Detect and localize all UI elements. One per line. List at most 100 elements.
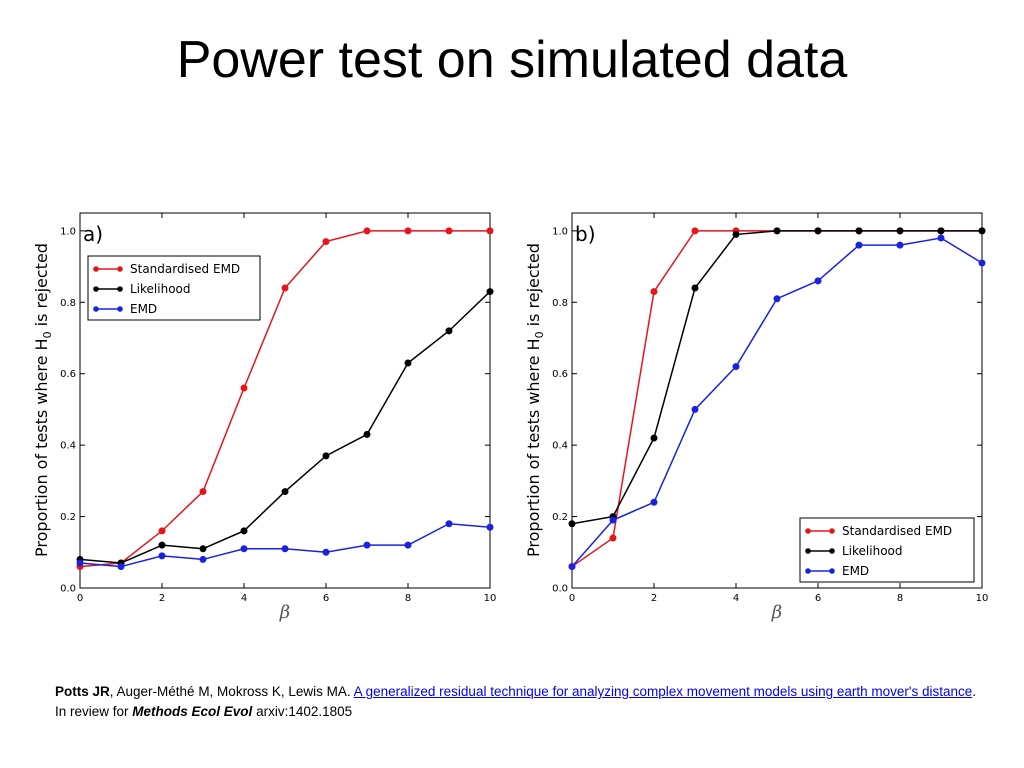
data-point-b-1-8 — [896, 227, 904, 235]
legend-label-a-2: EMD — [130, 302, 157, 316]
x-tick-label-b-3: 6 — [815, 593, 821, 604]
data-point-b-1-4 — [732, 230, 740, 238]
plot-frame-b — [571, 212, 983, 589]
legend-label-a-1: Likelihood — [130, 282, 191, 296]
y-tick-label-b-2: 0.4 — [552, 441, 568, 452]
citation-lead-author: Potts JR — [55, 684, 110, 699]
data-point-a-0-3 — [199, 488, 207, 496]
data-point-a-2-6 — [322, 548, 330, 556]
data-point-b-0-2 — [650, 288, 658, 296]
legend-box-a — [87, 255, 261, 321]
x-tick-label-b-0: 0 — [569, 593, 575, 604]
legend-marker-start-a-0 — [93, 266, 99, 272]
y-tick-label-a-3: 0.6 — [60, 369, 76, 380]
data-point-a-1-2 — [158, 541, 166, 549]
data-point-b-1-0 — [568, 520, 576, 528]
data-point-b-2-0 — [568, 563, 576, 571]
y-ticks-b: 0.0 0.2 0.4 0.6 0.8 1.0 — [552, 226, 982, 595]
y-axis-label-b-main: Proportion of tests where H — [524, 338, 543, 557]
data-point-a-0-9 — [445, 227, 453, 235]
data-point-a-2-1 — [117, 563, 125, 571]
chart-panel-b: 0.0 0.2 0.4 0.6 0.8 1.0 0 2 4 6 8 10 b) Standardis… — [524, 212, 989, 623]
x-ticks-b: 0 2 4 6 8 10 — [569, 213, 989, 604]
data-point-b-1-10 — [978, 227, 986, 235]
data-point-b-2-8 — [896, 241, 904, 249]
data-point-a-0-4 — [240, 384, 248, 392]
data-point-a-2-5 — [281, 545, 289, 553]
x-tick-label-a-1: 2 — [159, 593, 165, 604]
legend-b: Standardised EMD Likelihood EMD — [799, 517, 975, 583]
x-tick-label-a-5: 10 — [484, 593, 497, 604]
data-point-b-2-10 — [978, 259, 986, 267]
data-point-a-2-4 — [240, 545, 248, 553]
legend-label-b-0: Standardised EMD — [842, 524, 952, 538]
data-point-a-0-8 — [404, 227, 412, 235]
data-point-b-1-7 — [855, 227, 863, 235]
slide-title: Power test on simulated data — [176, 31, 848, 89]
x-tick-label-a-3: 6 — [323, 593, 329, 604]
x-axis-label-b: β — [771, 602, 782, 623]
citation-venue: Methods Ecol Evol — [132, 704, 253, 719]
legend-marker-start-b-2 — [805, 568, 811, 574]
data-point-a-0-2 — [158, 527, 166, 535]
series-layer-b — [568, 227, 986, 571]
data-point-a-0-10 — [486, 227, 494, 235]
legend-marker-start-b-1 — [805, 548, 811, 554]
x-tick-label-a-0: 0 — [77, 593, 83, 604]
data-point-b-1-5 — [773, 227, 781, 235]
data-point-b-2-9 — [937, 234, 945, 242]
data-point-b-1-9 — [937, 227, 945, 235]
data-point-b-2-2 — [650, 498, 658, 506]
citation-arxiv: arxiv:1402.1805 — [252, 704, 353, 719]
y-tick-label-b-3: 0.6 — [552, 369, 568, 380]
data-point-b-2-7 — [855, 241, 863, 249]
y-tick-label-b-5: 1.0 — [552, 226, 568, 237]
data-point-a-1-4 — [240, 527, 248, 535]
legend-marker-start-b-0 — [805, 528, 811, 534]
legend-marker-end-a-0 — [117, 266, 123, 272]
data-point-a-2-8 — [404, 541, 412, 549]
data-point-a-2-3 — [199, 555, 207, 563]
citation-paper-link[interactable]: A generalized residual technique for ana… — [353, 684, 973, 699]
legend-marker-start-a-1 — [93, 286, 99, 292]
legend-marker-end-b-1 — [829, 548, 835, 554]
y-tick-label-a-4: 0.8 — [60, 298, 76, 309]
citation-other-authors: , Auger-Méthé M, Mokross K, Lewis MA. — [109, 684, 354, 699]
x-tick-label-b-4: 8 — [897, 593, 903, 604]
legend-marker-start-a-2 — [93, 306, 99, 312]
data-point-b-0-1 — [609, 534, 617, 542]
data-point-a-1-8 — [404, 359, 412, 367]
x-tick-label-b-1: 2 — [651, 593, 657, 604]
legend-marker-end-b-0 — [829, 528, 835, 534]
x-tick-label-a-4: 8 — [405, 593, 411, 604]
y-tick-label-b-4: 0.8 — [552, 298, 568, 309]
data-point-a-2-0 — [76, 559, 84, 567]
y-tick-label-a-2: 0.4 — [60, 441, 76, 452]
x-tick-label-b-5: 10 — [976, 593, 989, 604]
y-tick-label-a-0: 0.0 — [60, 584, 76, 595]
legend-label-b-2: EMD — [842, 564, 869, 578]
y-axis-label-a-main: Proportion of tests where H — [32, 338, 51, 557]
x-tick-label-b-2: 4 — [733, 593, 739, 604]
y-axis-label-b-sub: 0 — [533, 331, 546, 338]
data-point-a-0-7 — [363, 227, 371, 235]
series-layer-a — [76, 227, 494, 571]
y-axis-label-b-tail: is rejected — [524, 243, 543, 331]
data-point-b-2-4 — [732, 363, 740, 371]
data-point-b-1-2 — [650, 434, 658, 442]
y-axis-label-b: Proportion of tests where H0 is rejected — [524, 243, 546, 557]
data-point-a-1-7 — [363, 430, 371, 438]
data-point-a-1-10 — [486, 288, 494, 296]
legend-marker-end-a-1 — [117, 286, 123, 292]
data-point-a-1-5 — [281, 488, 289, 496]
data-point-b-1-3 — [691, 284, 699, 292]
y-tick-label-a-1: 0.2 — [60, 512, 76, 523]
y-axis-label-a-tail: is rejected — [32, 243, 51, 331]
y-axis-label-a: Proportion of tests where H0 is rejected — [32, 243, 54, 557]
y-tick-label-b-0: 0.0 — [552, 584, 568, 595]
legend-a: Standardised EMD Likelihood EMD — [87, 255, 261, 321]
y-tick-label-a-5: 1.0 — [60, 226, 76, 237]
panel-label-a: a) — [83, 222, 103, 246]
data-point-a-1-6 — [322, 452, 330, 460]
